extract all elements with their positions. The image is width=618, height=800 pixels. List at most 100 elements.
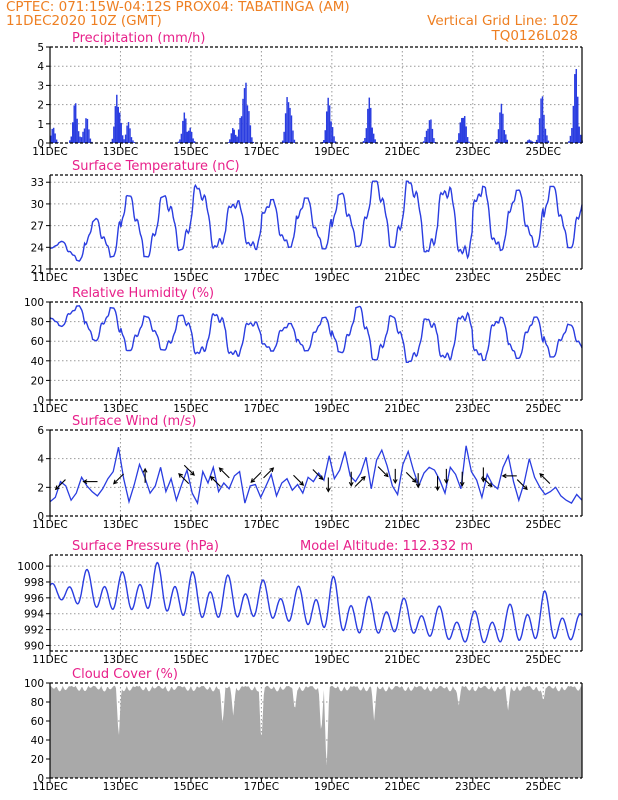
x-tick-label: 19DEC [314, 272, 349, 284]
y-tick-label: 40 [31, 735, 44, 747]
precip-bar [494, 141, 497, 143]
y-tick-label: 24 [31, 242, 45, 254]
panel-2: 0 20 40 60 80 100 11DEC 13DEC 15DEC 17DEC 19DEC 21D… [24, 286, 583, 415]
precip-bar [371, 127, 373, 143]
y-tick-label: 80 [31, 317, 44, 329]
x-tick-label: 15DEC [173, 654, 208, 666]
precip-bar [186, 131, 188, 143]
precip-bar [367, 108, 369, 143]
precip-bar [54, 133, 56, 143]
precip-bar [83, 128, 86, 143]
precip-bar [129, 128, 131, 143]
wind-arrow [392, 468, 398, 485]
temperature-line [49, 180, 583, 262]
precip-bar [79, 136, 81, 143]
wind-arrow [435, 476, 440, 492]
y-tick-label: 992 [24, 625, 44, 637]
precip-bar [458, 133, 460, 143]
x-tick-label: 23DEC [455, 654, 490, 666]
precip-bar [127, 122, 130, 143]
precip-bar [118, 112, 121, 143]
precip-bar [80, 137, 83, 143]
precip-bar [292, 130, 294, 143]
precip-bar [330, 121, 332, 143]
wind-arrow [539, 473, 551, 485]
wind-arrow [142, 467, 148, 483]
precip-bar [540, 98, 542, 143]
precip-bar [324, 130, 326, 143]
x-tick-label: 11DEC [32, 146, 67, 158]
precip-bar [124, 134, 127, 143]
x-tick-label: 23DEC [455, 403, 490, 415]
y-tick-label: 998 [24, 577, 44, 589]
precip-bar [574, 74, 576, 143]
x-tick-label: 13DEC [103, 519, 138, 531]
precip-bar [185, 118, 187, 143]
x-tick-label: 25DEC [526, 519, 561, 531]
precip-bar [496, 139, 498, 143]
x-tick-label: 25DEC [526, 146, 561, 158]
precip-bar [227, 142, 230, 143]
precip-bar [422, 141, 425, 143]
precip-bar [89, 138, 92, 143]
y-tick-label: 30 [31, 199, 44, 211]
precip-bar [230, 133, 233, 143]
y-tick-label: 2 [37, 100, 44, 112]
y-tick-label: 996 [24, 593, 44, 605]
precip-bar [365, 128, 368, 143]
wind-arrow [293, 474, 305, 486]
precip-bar [248, 111, 250, 143]
precip-bar [543, 114, 545, 143]
panel-title: Precipitation (mm/h) [72, 31, 205, 46]
y-tick-label: 27 [31, 221, 44, 233]
precip-bar [527, 140, 529, 143]
precip-bar [133, 142, 136, 143]
precip-bar [497, 129, 500, 143]
precip-bar [575, 68, 578, 143]
precip-bar [55, 139, 58, 143]
x-tick-label: 17DEC [244, 781, 279, 793]
panel-title: Surface Temperature (nC) [72, 159, 240, 174]
x-tick-label: 19DEC [314, 519, 349, 531]
precip-bar [370, 107, 372, 143]
x-tick-label: 25DEC [526, 403, 561, 415]
y-tick-label: 0 [37, 395, 44, 407]
precip-bar [77, 131, 80, 143]
precip-bar [528, 139, 531, 143]
precip-bar [427, 128, 429, 143]
panel-0: 0 1 2 3 4 5 11DEC 13DEC 15DEC 17DEC 19DEC 21DEC 23DE… [32, 31, 583, 158]
wind-arrow [250, 472, 262, 484]
panel-4: 990 992 994 996 998 1000 11DEC 13DEC 15DEC 17DEC 1… [17, 539, 583, 666]
wind-speed-line [49, 445, 583, 506]
x-tick-label: 17DEC [244, 403, 279, 415]
precip-bar [239, 117, 241, 143]
precip-bar [431, 128, 434, 143]
precip-bar [236, 136, 238, 143]
x-tick-label: 15DEC [173, 519, 208, 531]
precip-bar [468, 141, 470, 143]
y-tick-label: 1000 [17, 561, 44, 573]
precip-bar [284, 113, 287, 143]
precip-bar [182, 120, 184, 143]
precip-bar [578, 126, 580, 143]
precip-bar [505, 134, 507, 143]
precip-bar [177, 141, 180, 143]
precip-bar [187, 130, 190, 143]
precip-bar [57, 142, 59, 143]
y-tick-label: 21 [31, 264, 44, 276]
y-tick-label: 60 [31, 336, 44, 348]
wind-arrow [459, 471, 465, 487]
precip-bar [546, 135, 548, 143]
cloud-cover-area [50, 685, 582, 778]
y-tick-label: 6 [37, 425, 44, 437]
precip-bar [466, 137, 469, 143]
precip-bar [430, 119, 432, 143]
y-tick-label: 5 [37, 42, 44, 54]
wind-arrow [415, 473, 421, 489]
x-tick-label: 25DEC [526, 781, 561, 793]
x-tick-label: 15DEC [173, 781, 208, 793]
precip-bar [327, 97, 329, 143]
precip-bar [50, 135, 52, 143]
precip-bar [465, 126, 467, 143]
precip-bar [325, 111, 328, 143]
